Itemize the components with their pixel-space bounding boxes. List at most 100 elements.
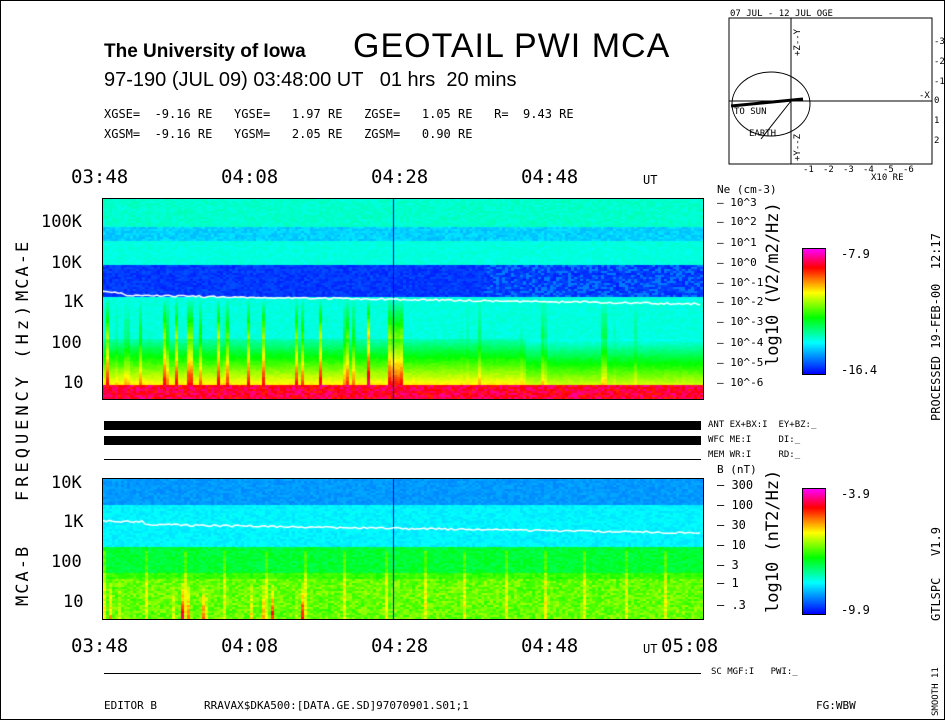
colorbar-e-max: -7.9	[841, 247, 870, 261]
sc-status-line	[104, 673, 701, 674]
tick-mark: –	[717, 558, 732, 572]
freq-tick: 10K	[51, 253, 82, 273]
right-axis-tick: – 10^-1	[717, 276, 763, 289]
processed-label: PROCESSED 19-FEB-00 12:17	[929, 233, 943, 421]
y-tick: 0	[934, 96, 940, 106]
y-tick: 1	[934, 116, 940, 126]
ut-label: UT	[643, 173, 658, 187]
to-sun-label: TO SUN	[734, 107, 767, 117]
time-tick: 04:28	[371, 635, 429, 657]
mem-status-line	[104, 459, 701, 460]
right-axis-tick: – 10^-2	[717, 295, 763, 308]
tick-label: 10^-1	[730, 276, 764, 289]
tick-label: 10^-4	[730, 336, 764, 349]
tick-label: .3	[731, 598, 746, 612]
freq-tick: 1K	[63, 512, 84, 532]
y-tick: 2	[934, 136, 940, 146]
tick-mark: –	[717, 478, 732, 492]
right-axis-tick: – 30	[717, 518, 746, 532]
time-range: 97-190 (JUL 09) 03:48:00 UT 01 hrs 20 mi…	[104, 69, 517, 91]
mca-e-label: MCA-E	[13, 239, 33, 301]
ne-axis-label: Ne (cm-3)	[717, 183, 777, 196]
page-title: GEOTAIL PWI MCA	[353, 27, 671, 65]
earth-label: EARTH	[749, 129, 777, 139]
ant-status-bar	[104, 421, 701, 430]
right-axis-tick: – 10^3	[717, 196, 757, 209]
z-top-label: +Z--Y	[793, 28, 803, 56]
right-axis-tick: – 10	[717, 538, 746, 552]
time-tick: 04:48	[521, 635, 579, 657]
tick-mark: –	[717, 518, 732, 532]
smooth-label: SMOOTH 11	[931, 667, 941, 716]
mem-status: MEM WR:I RD:_	[708, 450, 801, 460]
ant-status: ANT EX+BX:I EY+BZ:_	[708, 420, 817, 430]
tick-mark: –	[717, 236, 731, 249]
tick-mark: –	[717, 196, 731, 209]
wfc-status-bar	[104, 436, 701, 445]
tick-mark: –	[717, 356, 731, 369]
gsm-coords: XGSM= -9.16 RE YGSM= 2.05 RE ZGSM= 0.90 …	[104, 127, 473, 141]
tick-mark: –	[717, 276, 731, 289]
file-path: RRAVAX$DKA500:[DATA.GE.SD]97070901.S01;1	[204, 699, 469, 712]
tick-label: 100	[731, 498, 754, 512]
freq-tick: 10	[63, 592, 84, 612]
tick-mark: –	[717, 376, 731, 389]
colorbar-b-label: log10 (nT2/Hz)	[763, 469, 783, 613]
gse-coords: XGSE= -9.16 RE YGSE= 1.97 RE ZGSE= 1.05 …	[104, 107, 574, 121]
tick-mark: –	[717, 215, 731, 228]
freq-tick: 10	[63, 373, 84, 393]
frequency-label: FREQUENCY (Hz)	[13, 301, 33, 501]
tick-label: 10^1	[730, 236, 757, 249]
x-unit: X10 RE	[871, 173, 904, 183]
right-axis-tick: – 10^1	[717, 236, 757, 249]
x-tick: -2	[823, 165, 834, 175]
right-axis-tick: – .3	[717, 598, 746, 612]
right-axis-tick: – 1	[717, 576, 739, 590]
tick-label: 10^-2	[730, 295, 764, 308]
colorbar-e-min: -16.4	[841, 363, 878, 377]
right-axis-tick: – 10^-4	[717, 336, 763, 349]
tick-label: 1	[731, 576, 739, 590]
fg-label: FG:WBW	[816, 699, 856, 712]
z-bottom-label: +Y--Z	[793, 133, 803, 161]
ut-label: UT	[643, 642, 658, 656]
freq-tick: 100K	[41, 212, 82, 232]
editor-label: EDITOR B	[104, 699, 157, 712]
time-tick: 04:08	[221, 166, 279, 188]
tick-label: 3	[731, 558, 739, 572]
time-tick: 04:28	[371, 166, 429, 188]
time-tick: 04:48	[521, 166, 579, 188]
tick-label: 10	[731, 538, 746, 552]
colorbar-b-max: -3.9	[841, 487, 870, 501]
tick-label: 10^3	[730, 196, 757, 209]
x-axis-label: -X	[919, 91, 930, 101]
x-tick: -6	[903, 165, 914, 175]
tick-mark: –	[717, 295, 731, 308]
colorbar-e	[802, 248, 826, 375]
x-tick: -4	[863, 165, 874, 175]
freq-tick: 1K	[63, 292, 84, 312]
tick-label: 10^0	[730, 256, 757, 269]
tick-mark: –	[717, 498, 732, 512]
tick-mark: –	[717, 598, 732, 612]
tick-mark: –	[717, 576, 732, 590]
x-tick: -3	[843, 165, 854, 175]
orbit-plot: 07 JUL - 12 JUL OGE TO SUN EARTH -X X10 …	[723, 1, 945, 191]
y-tick: -3	[934, 37, 945, 47]
tick-label: 10^-3	[730, 315, 764, 328]
right-axis-tick: – 10^-3	[717, 315, 763, 328]
x-tick: -1	[803, 165, 814, 175]
mca-b-spectrogram	[102, 478, 704, 620]
y-tick: -2	[934, 57, 945, 67]
orbit-title: 07 JUL - 12 JUL OGE	[730, 9, 833, 19]
wfc-status: WFC ME:I DI:_	[708, 435, 801, 445]
tick-label: 300	[731, 478, 754, 492]
time-tick: 04:08	[221, 635, 279, 657]
mca-b-label: MCA-B	[13, 544, 33, 606]
time-tick: 03:48	[71, 635, 129, 657]
freq-tick: 10K	[51, 473, 82, 493]
version-label: GTLSPC V1.9	[929, 527, 943, 621]
time-tick: 05:08	[661, 635, 719, 657]
colorbar-b-min: -9.9	[841, 603, 870, 617]
